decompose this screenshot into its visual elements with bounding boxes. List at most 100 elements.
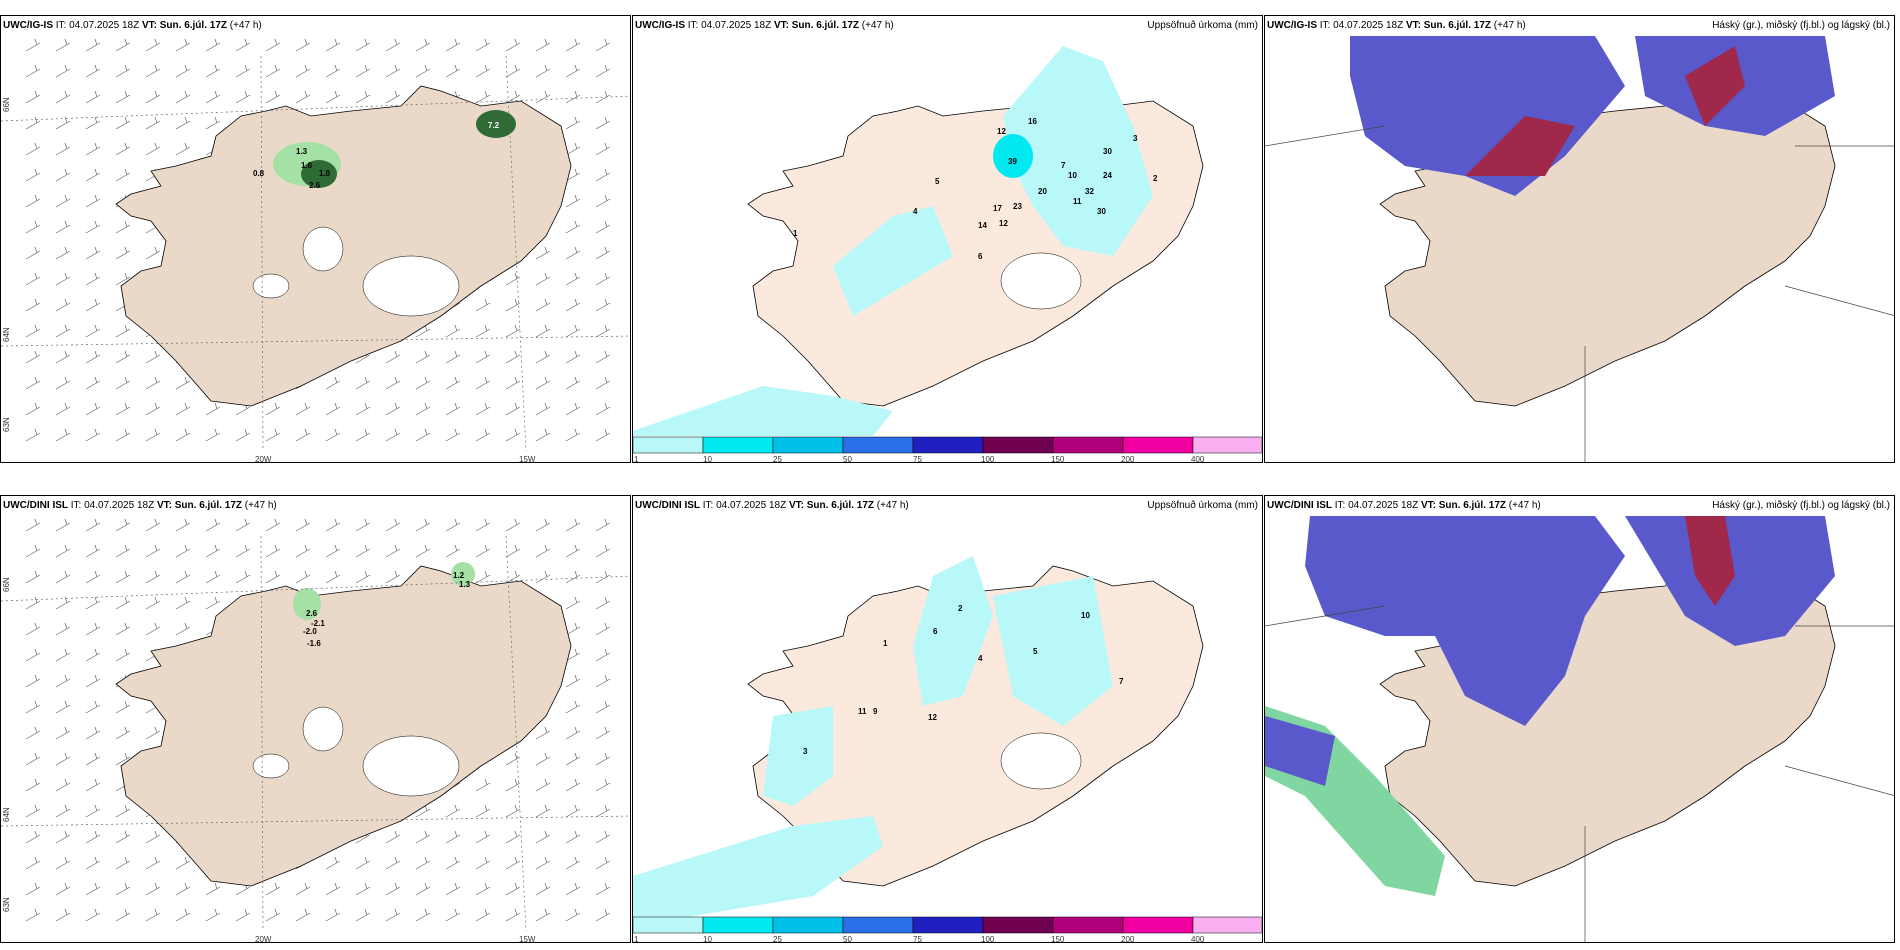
wind-barb	[295, 428, 311, 442]
wind-barb	[595, 622, 611, 636]
wind-barb	[355, 402, 371, 416]
colorbar-segment	[842, 916, 914, 934]
wind-barb	[115, 90, 131, 104]
wind-barb	[25, 168, 41, 182]
wind-barb	[145, 64, 161, 78]
wind-barb	[385, 376, 401, 390]
wind-barb	[115, 376, 131, 390]
wind-barb	[115, 544, 131, 558]
colorbar-segment	[1122, 916, 1194, 934]
wind-barb	[205, 38, 221, 52]
wind-barb	[25, 908, 41, 922]
wind-barb	[205, 518, 221, 532]
precip-value-label: 1	[883, 639, 888, 648]
wind-barb	[85, 752, 101, 766]
wind-barb	[325, 90, 341, 104]
wind-barb	[535, 298, 551, 312]
lead-time: (+47 h)	[229, 20, 262, 31]
wind-barb	[85, 324, 101, 338]
wind-barb	[595, 298, 611, 312]
colorbar-tick: 200	[1121, 455, 1135, 463]
lon-label: 15W	[519, 935, 536, 943]
wind-barb	[565, 778, 581, 792]
wind-barb	[445, 830, 461, 844]
model-name: UWC/DINI ISL	[3, 500, 68, 511]
wind-barb	[25, 298, 41, 312]
wind-barb	[475, 882, 491, 896]
wind-barb	[595, 726, 611, 740]
wind-barb	[475, 570, 491, 584]
wind-barb	[115, 116, 131, 130]
wind-barb	[565, 622, 581, 636]
colorbar-segment	[982, 436, 1054, 454]
colorbar-tick: 150	[1051, 935, 1065, 943]
wind-barb	[535, 428, 551, 442]
wind-barb	[595, 908, 611, 922]
wind-barb	[505, 856, 521, 870]
wind-barb	[25, 376, 41, 390]
lat-label: 66N	[2, 97, 11, 112]
wind-barb	[145, 882, 161, 896]
wind-barb	[595, 804, 611, 818]
precip-value-label: 3	[1133, 134, 1138, 143]
wind-barb	[115, 622, 131, 636]
wind-barb	[385, 428, 401, 442]
wind-barb	[505, 752, 521, 766]
wind-barb	[565, 830, 581, 844]
wind-barb	[385, 350, 401, 364]
wind-barb	[175, 38, 191, 52]
precip-value-label: 11	[858, 707, 867, 716]
wind-barb	[595, 674, 611, 688]
wind-barb	[25, 518, 41, 532]
wind-barb	[145, 908, 161, 922]
wind-barb	[235, 544, 251, 558]
wind-barb	[25, 38, 41, 52]
wind-barb	[175, 64, 191, 78]
wind-value-label: 1.6	[301, 161, 313, 170]
wind-barb	[445, 856, 461, 870]
wind-barb	[565, 116, 581, 130]
wind-barb	[505, 804, 521, 818]
wind-barb	[475, 778, 491, 792]
wind-barb	[55, 246, 71, 260]
wind-barb	[595, 38, 611, 52]
wind-barb	[85, 674, 101, 688]
wind-barb	[535, 778, 551, 792]
cloud-map-row2	[1265, 516, 1894, 942]
wind-barb	[145, 726, 161, 740]
precip-value-label: 12	[997, 127, 1006, 136]
wind-barb	[415, 882, 431, 896]
lead-time: (+47 h)	[244, 500, 277, 511]
wind-barb	[445, 908, 461, 922]
wind-barb	[25, 596, 41, 610]
precip-value-label: 10	[1068, 171, 1077, 180]
wind-barb	[205, 544, 221, 558]
wind-barb	[145, 596, 161, 610]
wind-barb	[85, 142, 101, 156]
wind-barb	[415, 64, 431, 78]
wind-barb	[385, 518, 401, 532]
wind-barb	[85, 726, 101, 740]
wind-barb	[355, 64, 371, 78]
wind-value-label: 2.6	[309, 181, 321, 190]
wind-barb	[85, 596, 101, 610]
wind-barb	[595, 220, 611, 234]
wind-value-label: 2.6	[306, 609, 318, 618]
colorbar-segment	[1192, 916, 1262, 934]
colorbar-tick: 50	[843, 935, 852, 943]
wind-barb	[25, 350, 41, 364]
wind-barb	[475, 64, 491, 78]
wind-value-label: 1.0	[319, 169, 331, 178]
wind-barb	[115, 596, 131, 610]
panel-title: UWC/DINI ISL IT: 04.07.2025 18Z VT: Sun.…	[1267, 500, 1541, 511]
cloud-title: Háský (gr.), miðský (fj.bl.) og lágský (…	[1712, 500, 1890, 511]
wind-barb	[565, 376, 581, 390]
wind-barb	[55, 194, 71, 208]
wind-barb	[445, 804, 461, 818]
wind-barb	[415, 350, 431, 364]
wind-barb	[325, 882, 341, 896]
precip-panel-row2: 11 10 12 9 7 6 5 4 3 2 1 1 10 25 50 75 1…	[632, 495, 1263, 943]
wind-barb	[85, 194, 101, 208]
wind-barb	[535, 752, 551, 766]
precip-value-label: 30	[1097, 207, 1106, 216]
